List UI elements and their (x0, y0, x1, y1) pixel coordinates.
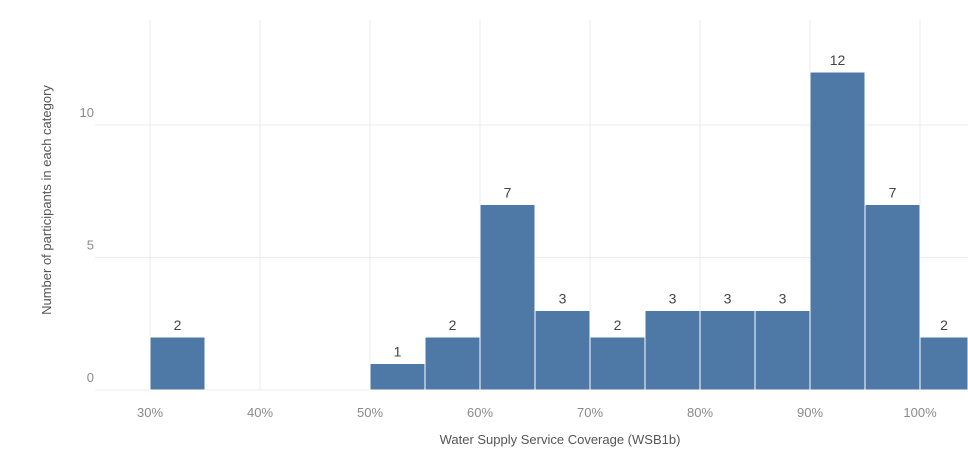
bar (919, 336, 968, 391)
bar-value-label: 2 (614, 317, 622, 333)
bar (699, 310, 756, 391)
bar (809, 71, 866, 391)
bar-value-label: 2 (449, 317, 457, 333)
x-axis-ticks: 30% 40% 50% 60% 70% 80% 90% 100% (137, 405, 937, 420)
bar-value-label: 1 (394, 344, 402, 360)
y-tick-label: 0 (87, 370, 94, 385)
x-tick-label: 70% (577, 405, 603, 420)
bar (479, 204, 536, 391)
y-tick-label: 5 (87, 238, 94, 253)
x-tick-label: 100% (903, 405, 937, 420)
bar (424, 336, 481, 391)
bar-value-label: 3 (669, 291, 677, 307)
bar-value-label: 3 (724, 291, 732, 307)
y-axis-ticks: 0 5 10 (80, 105, 94, 385)
x-tick-label: 60% (467, 405, 493, 420)
bar (644, 310, 701, 391)
bar-value-label: 2 (940, 317, 948, 333)
bar (754, 310, 811, 391)
bar (149, 336, 206, 391)
y-axis-title: Number of participants in each category (39, 85, 54, 315)
bar-value-label: 2 (174, 317, 182, 333)
bar-value-label: 3 (559, 291, 567, 307)
bars (149, 71, 968, 391)
x-tick-label: 40% (247, 405, 273, 420)
bar (534, 310, 591, 391)
x-tick-label: 30% (137, 405, 163, 420)
x-tick-label: 80% (687, 405, 713, 420)
bar (589, 336, 646, 391)
x-axis-title: Water Supply Service Coverage (WSB1b) (440, 432, 681, 447)
y-tick-label: 10 (80, 105, 94, 120)
x-tick-label: 50% (357, 405, 383, 420)
x-tick-label: 90% (797, 405, 823, 420)
bar (864, 204, 921, 391)
bar-value-label: 7 (889, 185, 897, 201)
bar-value-label: 7 (504, 185, 512, 201)
bar (369, 363, 426, 391)
bar-value-label: 12 (830, 52, 846, 68)
bar-value-label: 3 (779, 291, 787, 307)
